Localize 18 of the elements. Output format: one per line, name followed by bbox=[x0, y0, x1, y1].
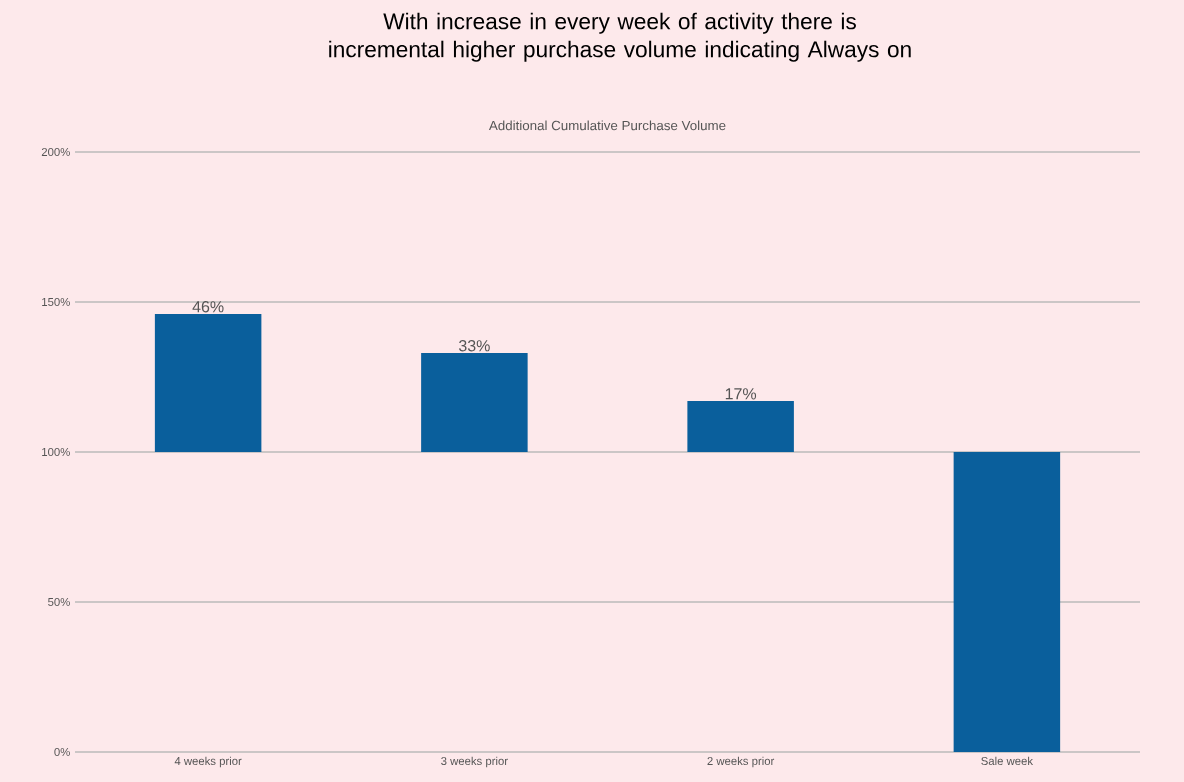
chart-title: With increase in every week of activity there is incremental higher purchase volume indicating Always on bbox=[329, 12, 911, 62]
chart-subtitle: Additional Cumulative Purchase Volume bbox=[488, 120, 726, 131]
y-tick-label: 0% bbox=[54, 748, 70, 757]
x-tick-label: 2 weeks prior bbox=[707, 756, 775, 768]
data-label: 17% bbox=[725, 388, 757, 400]
bar bbox=[421, 353, 528, 452]
y-tick-label: 150% bbox=[42, 297, 70, 306]
bar bbox=[687, 401, 794, 452]
bar bbox=[154, 314, 262, 452]
y-tick-label: 200% bbox=[41, 147, 70, 156]
y-tick-label: 100% bbox=[42, 447, 70, 456]
data-label: 46% bbox=[192, 301, 224, 313]
data-label: 33% bbox=[458, 340, 490, 352]
x-tick-label: 3 weeks prior bbox=[441, 756, 508, 768]
bar bbox=[953, 452, 1061, 752]
x-tick-label: 4 weeks prior bbox=[174, 756, 242, 768]
x-tick-label: Sale week bbox=[981, 756, 1034, 766]
y-tick-label: 50% bbox=[48, 598, 70, 606]
